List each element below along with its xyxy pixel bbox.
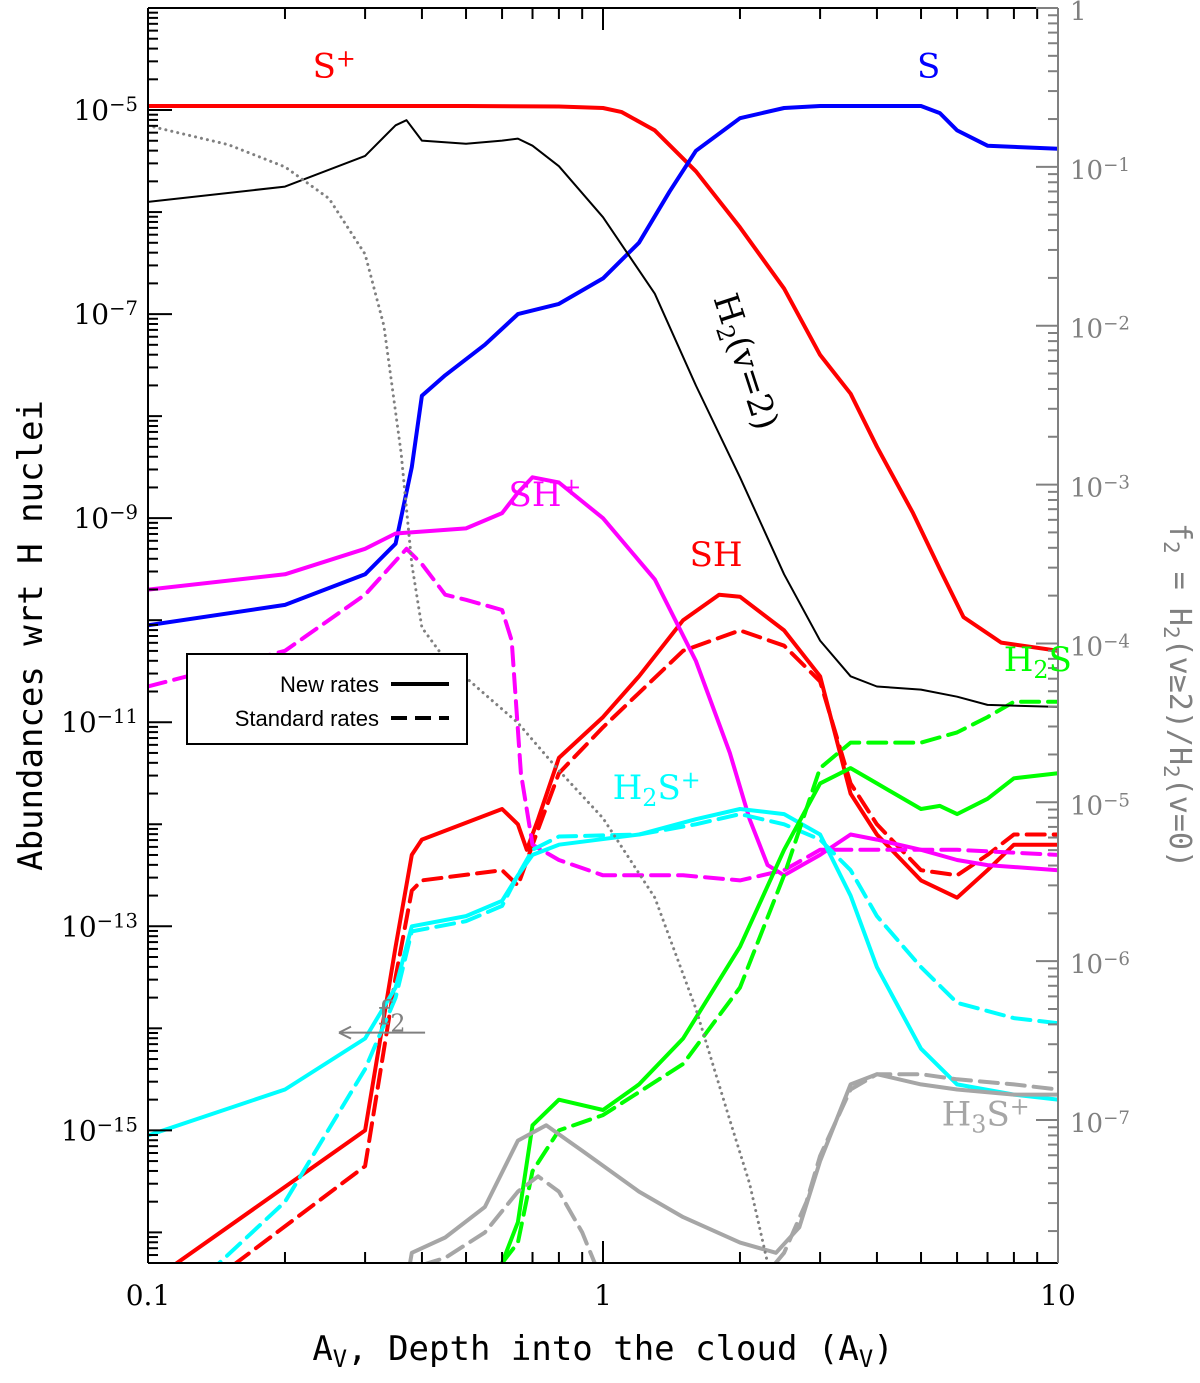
series-label-sh: SH — [690, 535, 743, 575]
y2-tick-label: 10−7 — [1070, 1108, 1130, 1139]
series-line-sh_std — [232, 628, 1058, 1263]
x-tick-label: 10 — [1040, 1279, 1076, 1312]
series-line-h2splus — [148, 807, 1058, 1138]
series-line-s — [148, 104, 1058, 628]
legend-box — [186, 653, 468, 745]
series-label-splus: S+ — [313, 45, 356, 87]
x-tick-label: 0.1 — [126, 1279, 171, 1312]
y-tick-label: 10−11 — [61, 705, 138, 739]
series-label-h3splus: H3S+ — [942, 1092, 1030, 1138]
y-tick-label: 10−5 — [73, 93, 138, 127]
y2-tick-label: 10−1 — [1070, 155, 1130, 186]
y-tick-label: 10−7 — [73, 297, 138, 331]
y2-axis-title: f2 = H2(v≥2)/H2(v=0) — [1159, 523, 1197, 868]
series-line-h2s — [499, 766, 1058, 1263]
series-line-h2splus_std — [216, 812, 1058, 1263]
y-tick-label: 10−9 — [73, 501, 138, 535]
series-label-h2v2: H2(v=2) — [701, 289, 786, 436]
legend-label: New rates — [280, 672, 379, 697]
y2-tick-label: 10−2 — [1070, 314, 1130, 345]
y2-tick-label: 1 — [1070, 0, 1087, 27]
axes-layer: 0.1 1 10 10−5 10−7 10−9 10−11 10−13 10−15 1 10−1 10… — [11, 0, 1197, 1373]
x-axis-title: AV, Depth into the cloud (AV) — [312, 1329, 893, 1373]
labels-layer: S+ S SH SH+ H2S+ H2S H3S+ H2(v=2) f2 — [313, 45, 1072, 1139]
y-tick-label: 10−13 — [61, 909, 138, 943]
legend: New rates Standard rates — [186, 653, 468, 745]
series-line-h2s_std — [499, 699, 1058, 1263]
series-line-h2v2 — [148, 119, 1058, 708]
series-label-h2splus: H2S+ — [613, 766, 701, 812]
y2-tick-label: 10−5 — [1070, 790, 1130, 821]
series-label-f2: f2 — [378, 994, 406, 1038]
x-tick-label: 1 — [594, 1279, 612, 1312]
series-line-h3splus_std — [421, 1072, 1058, 1263]
y-tick-label: 10−15 — [61, 1113, 138, 1147]
f2-arrow-head — [338, 1025, 352, 1040]
y2-tick-label: 10−6 — [1070, 949, 1130, 980]
series-label-h2s: H2S — [1004, 640, 1072, 684]
legend-label: Standard rates — [235, 706, 379, 731]
y2-tick-label: 10−4 — [1070, 631, 1130, 662]
series-label-s: S — [917, 46, 940, 86]
y2-tick-label: 10−3 — [1070, 472, 1130, 503]
series-layer — [148, 104, 1058, 1263]
series-label-shplus: SH+ — [509, 473, 582, 515]
series-line-shplus — [148, 475, 1058, 878]
y-axis-title: Abundances wrt H nuclei — [11, 400, 51, 871]
series-line-shplus_std — [148, 546, 1058, 883]
series-line-sh — [173, 592, 1058, 1263]
series-line-splus — [148, 104, 1058, 653]
series-line-h3splus — [408, 1072, 1058, 1263]
